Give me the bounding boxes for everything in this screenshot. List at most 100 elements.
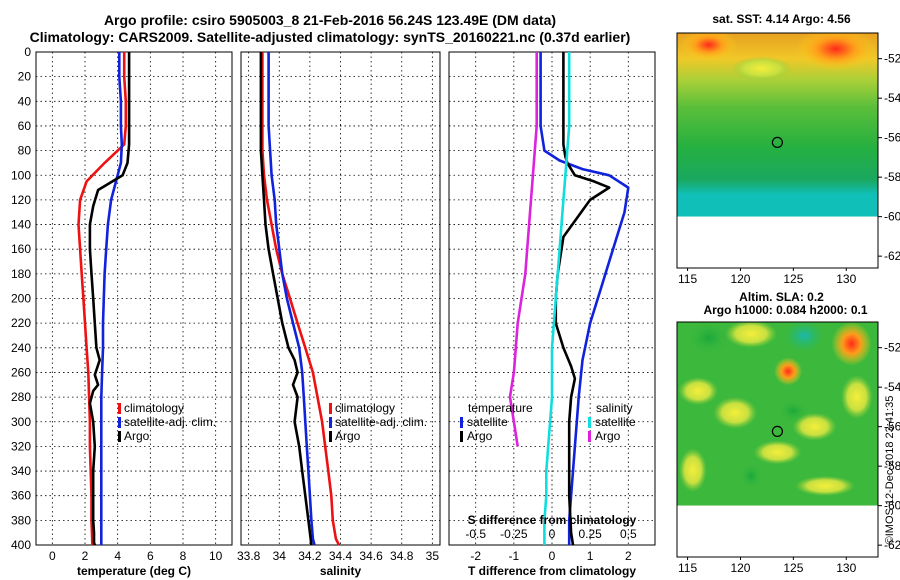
sst-warm-patch — [680, 33, 737, 61]
sla-map-xtick-label: 130 — [836, 561, 856, 575]
sla-map-ytick-label: -52 — [884, 341, 900, 355]
sla-map-ytick-label: -62 — [884, 538, 900, 552]
difference-top-tick-label: -0.5 — [465, 527, 486, 541]
depth-tick-label: 100 — [11, 168, 31, 182]
sst-map-xtick-label: 125 — [783, 272, 803, 286]
legend-swatch — [329, 417, 332, 428]
salinity-xtick-label: 33.8 — [237, 549, 261, 563]
legend-label: climatology — [335, 401, 395, 415]
sst-warm-patch — [795, 33, 876, 71]
imos-watermark: ©IMOS 12-Dec-2018 23:41:35 — [884, 396, 896, 545]
difference-series-line — [543, 52, 571, 545]
sla-map-panel: -52 -54 -56 -58 -60 -62 115 120 125 130 Altim. SLA… — [676, 290, 900, 575]
difference-xlabel-top: S difference from climatology — [468, 513, 637, 527]
sst-map-xtick-label: 130 — [836, 272, 856, 286]
depth-tick-label: 260 — [11, 365, 31, 379]
depth-tick-label: 160 — [11, 242, 31, 256]
depth-tick-label: 380 — [11, 513, 31, 527]
difference-series-line — [539, 52, 630, 545]
difference-xtick-label: 2 — [625, 549, 632, 563]
depth-tick-label: 0 — [24, 45, 31, 59]
temperature-xlabel: temperature (deg C) — [77, 564, 191, 578]
salinity-xtick-label: 34 — [273, 549, 287, 563]
salinity-xtick-label: 34.6 — [359, 549, 383, 563]
depth-tick-label: 340 — [11, 464, 31, 478]
sst-map-xtick-label: 115 — [678, 272, 697, 286]
depth-tick-label: 80 — [18, 144, 32, 158]
legend-label: Argo — [124, 429, 150, 443]
salinity-panel: 33.8 34 34.2 34.4 34.6 34.8 35 salinity climatol… — [237, 51, 441, 578]
difference-panel: -2 -1 0 1 2T difference from climatology temp… — [448, 51, 656, 578]
depth-tick-label: 360 — [11, 489, 31, 503]
sst-map-panel: -52 -54 -56 -58 -60 -62 115 120 125 130 sat. SST: … — [676, 12, 900, 286]
difference-xlabel: T difference from climatology — [468, 564, 636, 578]
sla-map-ytick-label: -60 — [884, 499, 900, 513]
difference-xtick-label: -1 — [509, 549, 520, 563]
temperature-series-line — [88, 52, 131, 546]
legend-swatch — [118, 403, 121, 414]
depth-tick-label: 240 — [11, 341, 31, 355]
temperature-xtick-label: 10 — [209, 549, 223, 563]
sst-map-ytick-label: -62 — [884, 249, 900, 263]
depth-tick-label: 400 — [11, 538, 31, 552]
sst-map-ytick-label: -56 — [884, 131, 900, 145]
sla-map-argo-marker — [771, 425, 783, 438]
sst-map-field — [677, 33, 878, 217]
depth-tick-label: 120 — [11, 193, 31, 207]
depth-tick-label: 280 — [11, 390, 31, 404]
sla-anomaly-patch — [678, 377, 719, 406]
temperature-xtick-label: 2 — [82, 549, 89, 563]
salinity-series-line — [259, 52, 313, 546]
difference-series-line — [554, 52, 611, 546]
sla-map-frame — [676, 321, 879, 558]
depth-tick-label: 220 — [11, 316, 31, 330]
sla-map-title: Altim. SLA: 0.2 — [739, 290, 824, 304]
legend-swatch — [588, 431, 591, 442]
sst-map-xtick-label: 120 — [730, 272, 750, 286]
depth-tick-label: 320 — [11, 439, 31, 453]
temperature-series-line — [100, 52, 124, 545]
sst-map-frame — [676, 32, 879, 269]
sla-map-ytick-label: -54 — [884, 380, 900, 394]
temperature-xtick-label: 4 — [114, 549, 121, 563]
sst-map-argo-marker — [771, 136, 783, 149]
depth-tick-label: 20 — [18, 70, 32, 84]
sla-map-xtick-label: 120 — [730, 561, 750, 575]
depth-tick-label: 140 — [11, 218, 31, 232]
legend-heading-temperature: temperature — [468, 401, 533, 415]
legend-swatch — [588, 417, 591, 428]
salinity-series-line — [261, 52, 341, 546]
sla-anomaly-patch — [795, 475, 856, 496]
sla-anomaly-patch — [831, 322, 872, 366]
depth-tick-label: 180 — [11, 267, 31, 281]
sla-anomaly-patch — [774, 357, 803, 386]
depth-tick-label: 60 — [18, 119, 32, 133]
legend-swatch — [329, 403, 332, 414]
figure-title-line2: Climatology: CARS2009. Satellite-adjuste… — [29, 29, 631, 45]
figure-title-line1: Argo profile: csiro 5905003_8 21-Feb-201… — [103, 12, 557, 28]
sla-map-ytick-label: -58 — [884, 459, 900, 473]
salinity-xtick-label: 34.4 — [329, 549, 353, 563]
difference-top-tick-label: 0 — [549, 527, 556, 541]
temperature-xtick-label: 8 — [180, 549, 187, 563]
salinity-xtick-label: 34.2 — [298, 549, 322, 563]
temperature-xtick-label: 0 — [49, 549, 56, 563]
sla-map-subtitle: Argo h1000: 0.084 h2000: 0.1 — [703, 303, 867, 317]
sla-anomaly-patch — [678, 448, 707, 493]
legend-label: satellite-adj. clim. — [124, 415, 216, 429]
legend-swatch — [118, 431, 121, 442]
sla-anomaly-patch — [739, 462, 764, 491]
salinity-series-line — [267, 52, 316, 546]
difference-top-tick-label: 0.25 — [578, 527, 602, 541]
legend-swatch — [460, 431, 463, 442]
legend-swatch — [460, 417, 463, 428]
legend-label: satellite — [595, 415, 636, 429]
sla-anomaly-patch — [783, 322, 824, 352]
sla-map-xtick-label: 125 — [783, 561, 803, 575]
sla-map-field — [677, 322, 878, 506]
salinity-xtick-label: 34.8 — [390, 549, 414, 563]
sst-map-ytick-label: -60 — [884, 210, 900, 224]
legend-heading-salinity: salinity — [596, 401, 633, 415]
sla-map-xtick-label: 115 — [678, 561, 697, 575]
